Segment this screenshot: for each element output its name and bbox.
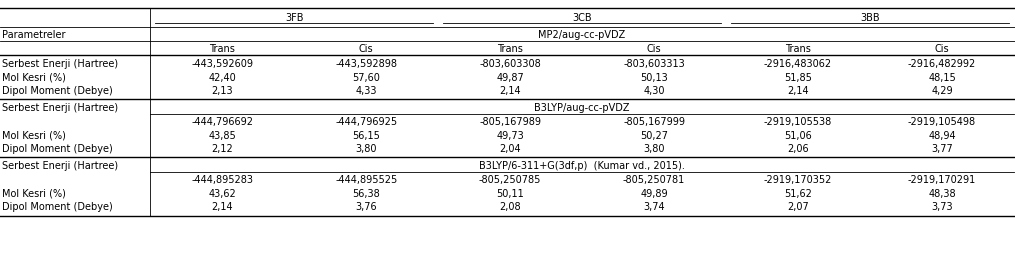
Text: -2916,483062: -2916,483062 [764,59,832,69]
Text: 50,13: 50,13 [640,73,668,83]
Text: 3FB: 3FB [285,13,303,23]
Text: -2919,105538: -2919,105538 [764,117,832,127]
Text: Trans: Trans [209,44,235,54]
Text: 51,62: 51,62 [785,189,812,199]
Text: 2,14: 2,14 [499,86,521,96]
Text: Cis: Cis [647,44,662,54]
Text: -803,603313: -803,603313 [623,59,685,69]
Text: 56,15: 56,15 [352,131,380,141]
Text: 4,30: 4,30 [644,86,665,96]
Text: -805,167989: -805,167989 [479,117,541,127]
Text: -443,592898: -443,592898 [335,59,397,69]
Text: 2,13: 2,13 [211,86,233,96]
Text: Dipol Moment (Debye): Dipol Moment (Debye) [2,86,113,96]
Text: MP2/aug-cc-pVDZ: MP2/aug-cc-pVDZ [539,30,625,40]
Text: -803,603308: -803,603308 [479,59,541,69]
Text: 51,85: 51,85 [785,73,812,83]
Text: 3,73: 3,73 [931,202,953,212]
Text: -2919,170352: -2919,170352 [764,175,832,185]
Text: 51,06: 51,06 [785,131,812,141]
Text: -443,592609: -443,592609 [191,59,253,69]
Text: Trans: Trans [497,44,523,54]
Text: Mol Kesri (%): Mol Kesri (%) [2,73,66,83]
Text: 4,29: 4,29 [931,86,953,96]
Text: Cis: Cis [359,44,374,54]
Text: 3CB: 3CB [572,13,592,23]
Text: -805,250785: -805,250785 [479,175,541,185]
Text: 3,80: 3,80 [644,144,665,154]
Text: 2,06: 2,06 [788,144,809,154]
Text: B3LYP/6-311+G(3df,p)  (Kumar vd., 2015).: B3LYP/6-311+G(3df,p) (Kumar vd., 2015). [479,161,685,171]
Text: 2,04: 2,04 [499,144,521,154]
Text: 49,87: 49,87 [496,73,524,83]
Text: Mol Kesri (%): Mol Kesri (%) [2,189,66,199]
Text: Trans: Trans [786,44,811,54]
Text: 48,38: 48,38 [928,189,956,199]
Text: 43,62: 43,62 [208,189,236,199]
Text: 48,15: 48,15 [928,73,956,83]
Text: -444,796925: -444,796925 [335,117,397,127]
Text: Mol Kesri (%): Mol Kesri (%) [2,131,66,141]
Text: 50,27: 50,27 [640,131,668,141]
Text: Serbest Enerji (Hartree): Serbest Enerji (Hartree) [2,103,118,113]
Text: -2916,482992: -2916,482992 [907,59,976,69]
Text: Serbest Enerji (Hartree): Serbest Enerji (Hartree) [2,59,118,69]
Text: 3,80: 3,80 [355,144,377,154]
Text: 57,60: 57,60 [352,73,380,83]
Text: 4,33: 4,33 [355,86,377,96]
Text: 2,08: 2,08 [499,202,521,212]
Text: 50,11: 50,11 [496,189,524,199]
Text: B3LYP/aug-cc-pVDZ: B3LYP/aug-cc-pVDZ [534,103,630,113]
Text: 2,14: 2,14 [211,202,233,212]
Text: 56,38: 56,38 [352,189,380,199]
Text: 3,74: 3,74 [644,202,665,212]
Text: 2,14: 2,14 [788,86,809,96]
Text: 48,94: 48,94 [928,131,956,141]
Text: 42,40: 42,40 [208,73,236,83]
Text: 3BB: 3BB [860,13,880,23]
Text: -444,895283: -444,895283 [191,175,253,185]
Text: -2919,105498: -2919,105498 [908,117,976,127]
Text: 2,12: 2,12 [211,144,233,154]
Text: Serbest Enerji (Hartree): Serbest Enerji (Hartree) [2,161,118,171]
Text: -805,167999: -805,167999 [623,117,685,127]
Text: Parametreler: Parametreler [2,30,66,40]
Text: 49,73: 49,73 [496,131,524,141]
Text: -444,796692: -444,796692 [191,117,253,127]
Text: 43,85: 43,85 [208,131,236,141]
Text: Cis: Cis [935,44,949,54]
Text: 49,89: 49,89 [640,189,668,199]
Text: Dipol Moment (Debye): Dipol Moment (Debye) [2,144,113,154]
Text: -2919,170291: -2919,170291 [907,175,976,185]
Text: 3,77: 3,77 [931,144,953,154]
Text: -444,895525: -444,895525 [335,175,397,185]
Text: 2,07: 2,07 [788,202,809,212]
Text: 3,76: 3,76 [355,202,377,212]
Text: Dipol Moment (Debye): Dipol Moment (Debye) [2,202,113,212]
Text: -805,250781: -805,250781 [623,175,685,185]
